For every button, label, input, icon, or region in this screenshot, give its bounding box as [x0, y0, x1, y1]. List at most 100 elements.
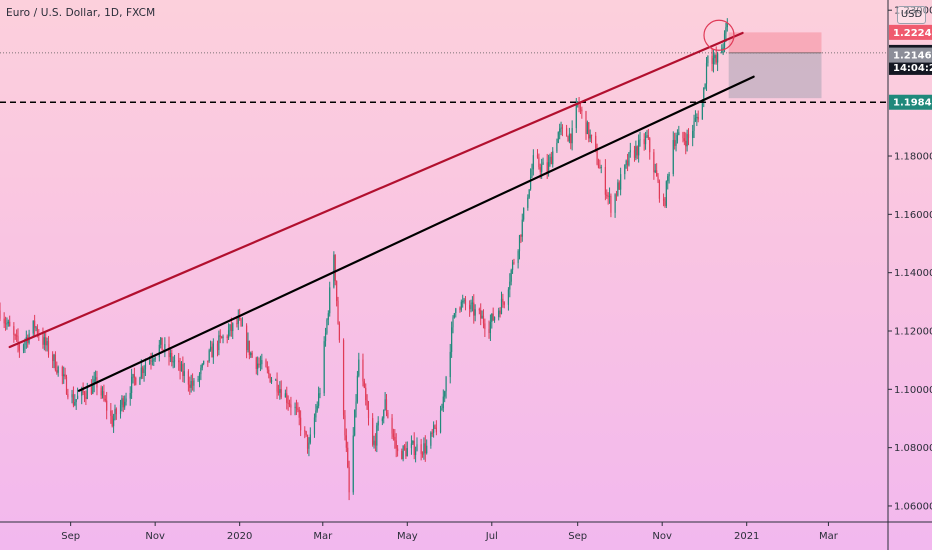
time-tick-label: Sep [61, 531, 80, 542]
candle-body [567, 136, 569, 142]
candle-body [305, 431, 307, 435]
candle-body [557, 132, 559, 143]
candle-body [18, 344, 20, 351]
candle-body [85, 397, 87, 399]
candle-body [614, 194, 616, 213]
candle-body [86, 387, 88, 399]
candle-body [306, 434, 309, 449]
candle-body [54, 354, 57, 371]
candle-body [560, 127, 562, 129]
candle-body [193, 380, 195, 386]
candle-body [101, 391, 104, 396]
candle-body [726, 22, 728, 28]
candle-body [247, 340, 249, 351]
candle-body [559, 128, 561, 133]
candle-body [664, 200, 666, 206]
candle-body [327, 313, 329, 320]
candle-body [270, 379, 273, 383]
candle-body [585, 111, 587, 135]
candle-body [471, 302, 473, 304]
candle-body [221, 336, 223, 339]
candle-body [232, 323, 234, 332]
price-tag-bg [889, 94, 932, 110]
candle-body [64, 374, 66, 377]
candle-body [308, 442, 310, 449]
candle-body [309, 434, 311, 443]
candle-body [329, 287, 331, 314]
candle-body [507, 289, 510, 305]
candle-body [222, 336, 224, 339]
candle-body [75, 399, 77, 402]
candle-body [586, 122, 588, 135]
candle-body [392, 433, 395, 437]
candle-body [93, 379, 95, 384]
candle-body [707, 55, 709, 64]
candle-body [635, 146, 637, 158]
candle-body [510, 270, 512, 282]
candle-body [384, 399, 386, 410]
candle-body [383, 409, 385, 419]
candle-body [337, 300, 339, 324]
candle-body [649, 138, 651, 153]
candle-body [597, 164, 600, 168]
candle-body [173, 360, 176, 362]
candle-body [187, 371, 190, 385]
symbol-title[interactable]: Euro / U.S. Dollar, 1D, FXCM [6, 7, 156, 19]
candle-body [83, 392, 86, 398]
candle-body [376, 425, 378, 446]
candle-body [638, 140, 640, 156]
candle-body [374, 440, 377, 446]
candle-body [216, 343, 219, 351]
price-tick-label: 1.14000 [894, 268, 932, 279]
candle-body [295, 406, 298, 409]
candle-body [643, 139, 645, 145]
candle-body [345, 435, 347, 448]
candle-body [395, 440, 397, 449]
time-tick-label: May [397, 531, 418, 542]
candle-body [646, 135, 648, 137]
candle-body [387, 412, 389, 418]
candle-body [413, 440, 415, 456]
candle-body [125, 398, 127, 402]
candle-body [639, 139, 641, 141]
candle-body [160, 337, 162, 345]
candle-body [342, 340, 345, 416]
candle-body [0, 310, 1, 319]
candle-body [150, 359, 152, 362]
candle-body [581, 109, 583, 112]
candle-body [444, 391, 446, 397]
trendline-lower [77, 75, 755, 392]
candle-body [161, 337, 163, 351]
candle-body [265, 360, 267, 367]
candle-body [431, 432, 433, 434]
candle-body [672, 139, 674, 174]
candle-body [207, 360, 209, 362]
candle-body [528, 189, 530, 198]
candle-body [352, 435, 354, 493]
candle-body [16, 335, 18, 337]
currency-button[interactable]: USD [897, 6, 926, 24]
candle-body [539, 167, 541, 172]
candle-body [153, 359, 155, 361]
candle-body [541, 164, 543, 172]
candle-body [682, 132, 684, 139]
candle-body [239, 316, 241, 320]
candle-body [391, 417, 393, 434]
candle-body [607, 195, 609, 197]
candle-body [520, 235, 522, 237]
candle-body [498, 310, 500, 318]
candle-body [151, 360, 153, 362]
candle-body [426, 445, 428, 454]
time-tick-label: 2021 [734, 531, 759, 542]
candle-body [3, 318, 5, 324]
candle-body [566, 128, 568, 137]
circle-highlight [703, 19, 735, 51]
candle-body [478, 309, 480, 311]
candle-body [74, 401, 76, 406]
candle-body [76, 395, 79, 400]
candle-body [571, 128, 573, 144]
candle-body [348, 467, 350, 493]
candle-body [725, 27, 727, 34]
